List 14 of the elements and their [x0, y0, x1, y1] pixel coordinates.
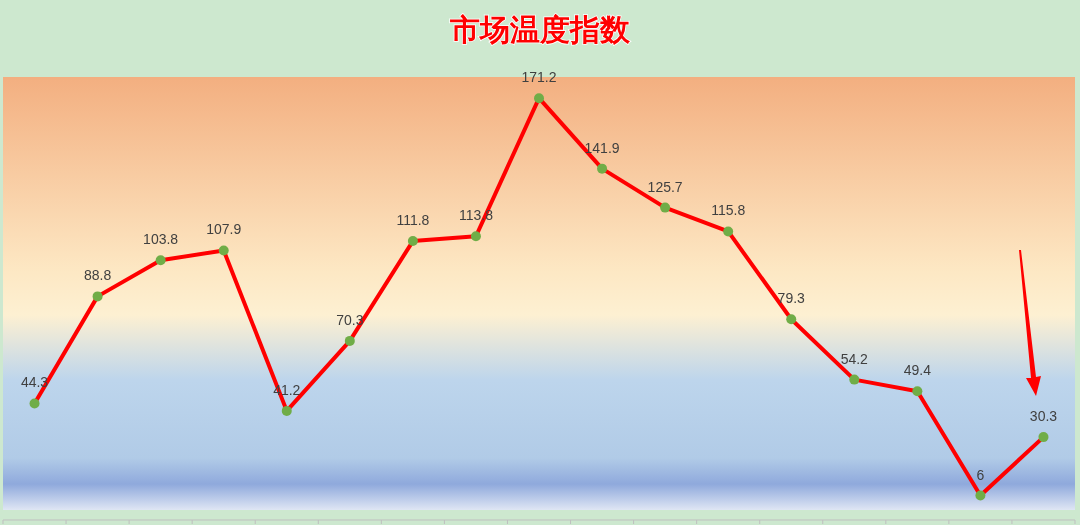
data-label: 111.8 — [396, 212, 430, 229]
data-label: 6 — [976, 466, 985, 483]
data-label: 30.3 — [1029, 408, 1058, 425]
data-label: 88.8 — [83, 267, 112, 284]
data-label: 171.2 — [521, 69, 557, 86]
data-label: 103.8 — [143, 231, 179, 248]
data-label: 49.4 — [903, 362, 932, 379]
data-label: 141.9 — [584, 139, 620, 156]
data-label: 107.9 — [206, 221, 242, 238]
data-label: 115.8 — [711, 202, 746, 219]
data-label: 54.2 — [840, 350, 869, 367]
data-label: 79.3 — [777, 290, 806, 307]
chart-title: 市场温度指数 — [449, 12, 631, 47]
data-label: 125.7 — [647, 178, 683, 195]
